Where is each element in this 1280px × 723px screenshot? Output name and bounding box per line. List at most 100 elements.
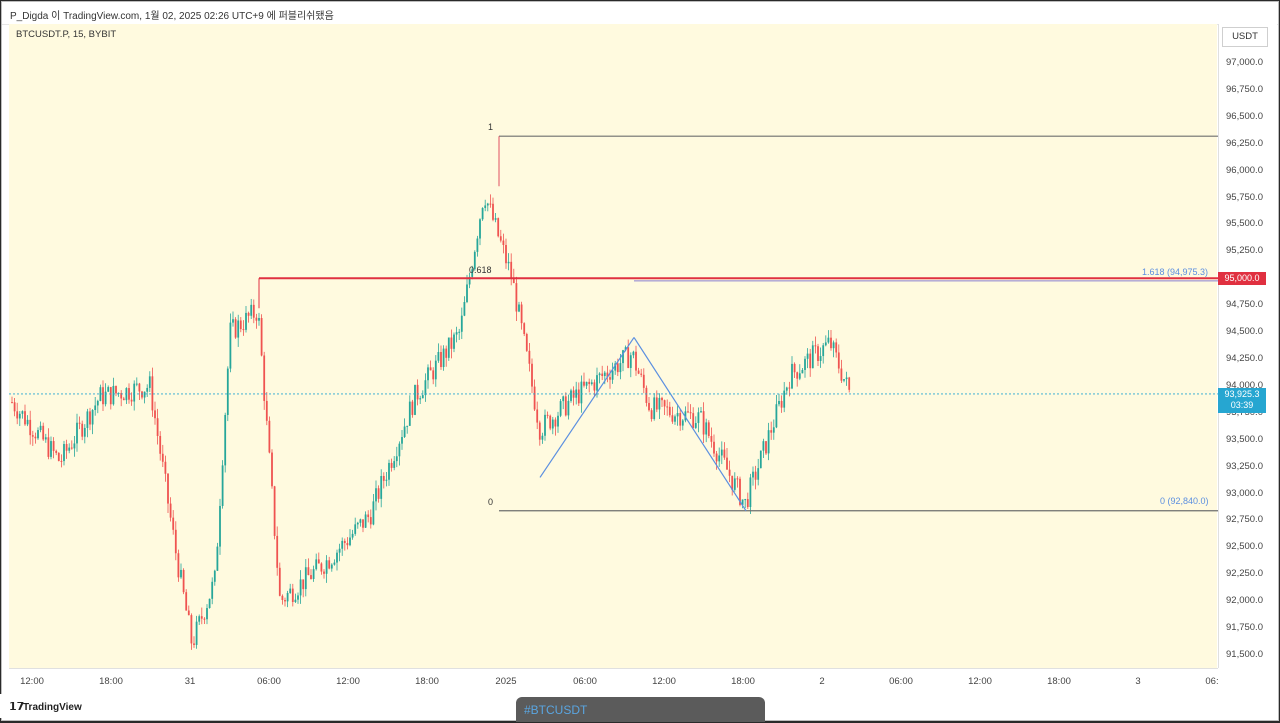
candle-body [403,426,406,438]
candle-body [788,387,791,389]
fib-ext-1618-label: 1.618 (94,975.3) [1142,267,1209,277]
candle-body [642,374,645,388]
candle-body [624,347,627,351]
candle-body [658,397,661,410]
current-price-value: 93,925.3 [1224,389,1260,399]
time-tick-label: 06:00 [573,676,597,687]
candle-body [437,352,440,361]
candle-body [232,319,234,323]
candle-body [525,334,528,351]
candle-body [247,312,250,316]
candle-body [713,441,715,454]
price-tick-label: 93,000.0 [1226,487,1263,499]
candle-body [653,397,656,419]
candle-body [840,368,843,381]
candle-body [385,479,388,481]
currency-unit-button[interactable]: USDT [1222,27,1268,47]
chart-pane[interactable] [9,24,1217,668]
candle-body [619,363,622,373]
candle-body [762,441,765,451]
candle-body [185,592,188,611]
candle-body [398,443,401,457]
candle-body [739,478,741,505]
candle-body [570,390,572,401]
candle-body [765,441,767,454]
candle-body [471,269,474,277]
hashtag-tab[interactable]: #BTCUSDT [516,697,765,722]
candle-body [728,469,731,476]
candle-body [629,355,632,368]
candle-body [645,387,648,403]
candle-body [362,519,364,528]
price-tick-label: 96,000.0 [1226,164,1263,176]
candle-body [338,548,341,553]
time-tick-label: 12:00 [20,676,44,687]
candle-body [827,337,830,343]
candle-body [312,569,315,579]
candle-body [349,537,351,546]
fib-level-0-label: 0 [488,497,494,507]
candle-body [96,400,99,406]
candle-body [476,238,479,252]
pattern-leg-down [633,337,747,512]
candle-body [554,419,557,427]
candle-body [835,342,838,353]
candle-body [141,391,143,398]
candle-body [26,419,29,425]
candle-body [367,514,370,518]
candle-body [505,244,507,264]
candle-body [845,377,848,380]
candle-body [705,422,708,435]
candle-body [726,457,728,470]
candle-body [130,399,133,402]
time-axis[interactable] [9,668,1218,693]
candle-body [598,373,601,376]
candle-body [767,430,770,454]
candle-body [489,203,492,205]
candle-body [687,411,689,413]
tradingview-logo[interactable]: 𝟭𝟳TradingView [9,700,82,713]
candle-body [627,347,630,368]
time-tick-label: 31 [184,676,196,687]
candle-body [499,236,502,241]
symbol-info[interactable]: BTCUSDT.P, 15, BYBIT [16,29,117,40]
candle-body [91,410,94,425]
candle-body [741,499,744,505]
candle-body [252,304,255,318]
candle-body [486,203,489,206]
candle-body [692,413,695,428]
candle-body [68,447,71,451]
candle-body [328,560,331,569]
candle-body [473,251,476,270]
candle-body [180,569,182,578]
candle-body [52,441,55,451]
current-price-tag: 93,925.3 03:39 [1218,388,1266,413]
candle-body [224,414,227,466]
price-axis[interactable] [1218,24,1277,668]
candle-body [268,420,271,453]
candle-body [432,370,435,380]
candle-body [723,449,726,458]
time-tick-label: 12:00 [968,676,992,687]
candle-body [601,373,604,377]
candle-body [679,413,682,426]
candle-body [843,379,845,381]
candle-body [759,450,762,469]
candle-body [819,356,822,361]
candle-body [770,430,773,433]
candle-body [484,205,487,208]
candle-body [260,318,263,356]
candle-body [806,353,809,359]
price-tick-label: 91,500.0 [1226,649,1263,660]
candle-body [57,452,60,461]
price-tick-label: 95,750.0 [1226,191,1263,203]
candle-body [323,571,325,574]
candle-body [169,503,172,518]
candle-body [450,337,453,349]
candle-body [440,352,442,368]
candle-body [668,406,671,416]
candle-body [78,422,81,424]
candle-body [286,592,289,602]
candle-body [562,396,565,402]
publish-caption: P_Digda 이 TradingView.com, 1월 02, 2025 0… [10,11,334,22]
